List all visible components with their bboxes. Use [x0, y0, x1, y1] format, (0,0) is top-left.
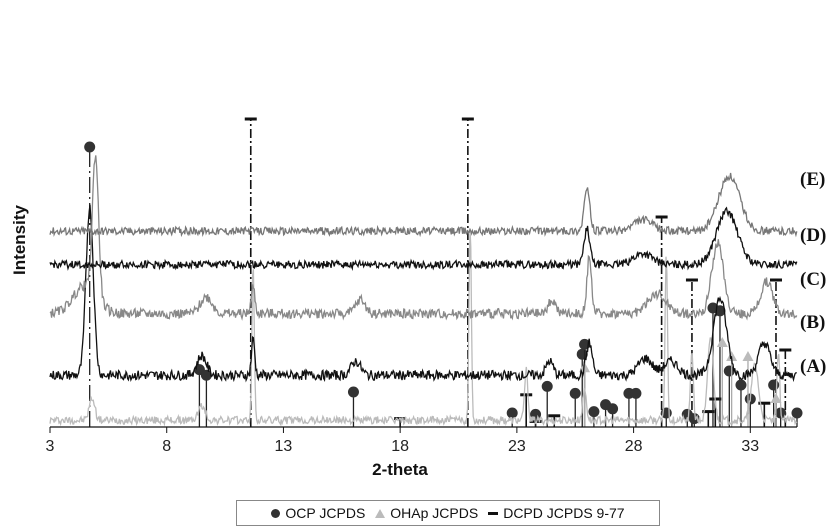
curve-label: (C)	[800, 269, 826, 290]
curve-label: (D)	[800, 225, 826, 246]
legend-item-ocp: OCP JCPDS	[271, 505, 365, 521]
curve-a	[49, 228, 798, 427]
legend-label-dcpd: DCPD JCPDS 9-77	[503, 505, 625, 521]
x-tick-label: 3	[46, 438, 55, 455]
curve-label: (A)	[800, 356, 826, 377]
ocp-marker	[200, 369, 212, 381]
ocp-marker	[506, 407, 518, 419]
ocp-marker	[84, 141, 96, 153]
x-tick-label: 28	[625, 438, 643, 455]
ohap-marker	[716, 337, 728, 347]
legend-item-dcpd: DCPD JCPDS 9-77	[488, 505, 625, 521]
curve-c	[49, 155, 798, 321]
curve-e	[49, 172, 798, 238]
legend-item-ohap: OHAp JCPDS	[375, 505, 478, 521]
ocp-marker	[579, 338, 591, 350]
curve-label: (E)	[800, 169, 825, 190]
y-axis-title: Intensity	[10, 205, 29, 275]
ocp-marker	[768, 379, 780, 391]
legend-label-ohap: OHAp JCPDS	[390, 505, 479, 521]
x-tick-label: 8	[162, 438, 171, 455]
x-tick-label: 18	[391, 438, 409, 455]
legend: OCP JCPDS OHAp JCPDS DCPD JCPDS 9-77	[236, 500, 660, 526]
x-tick-label: 23	[508, 438, 526, 455]
reference-lines	[84, 117, 803, 427]
ocp-marker	[791, 407, 803, 419]
x-axis: 3 8 13 18 23 28 33	[46, 426, 797, 455]
legend-label-ocp: OCP JCPDS	[285, 505, 366, 521]
x-tick-label: 33	[741, 438, 759, 455]
ocp-marker	[569, 387, 581, 399]
ohap-marker	[726, 351, 738, 361]
curve-labels: (E) (D) (C) (B) (A)	[800, 169, 826, 377]
circle-marker-icon	[271, 508, 281, 518]
ocp-marker	[607, 403, 619, 415]
ohap-marker	[742, 351, 754, 361]
curve-d	[49, 206, 798, 272]
curve-label: (B)	[800, 312, 825, 333]
ocp-marker	[630, 387, 642, 399]
x-tick-label: 13	[275, 438, 293, 455]
triangle-marker-icon	[375, 508, 386, 518]
ocp-marker	[541, 380, 553, 392]
x-axis-title: 2-theta	[372, 460, 428, 479]
ocp-marker	[347, 386, 359, 398]
curve-b	[49, 204, 797, 383]
diffraction-curves	[49, 155, 798, 427]
ocp-marker	[735, 379, 747, 391]
ocp-marker	[588, 406, 600, 418]
dash-marker-icon	[488, 511, 499, 515]
